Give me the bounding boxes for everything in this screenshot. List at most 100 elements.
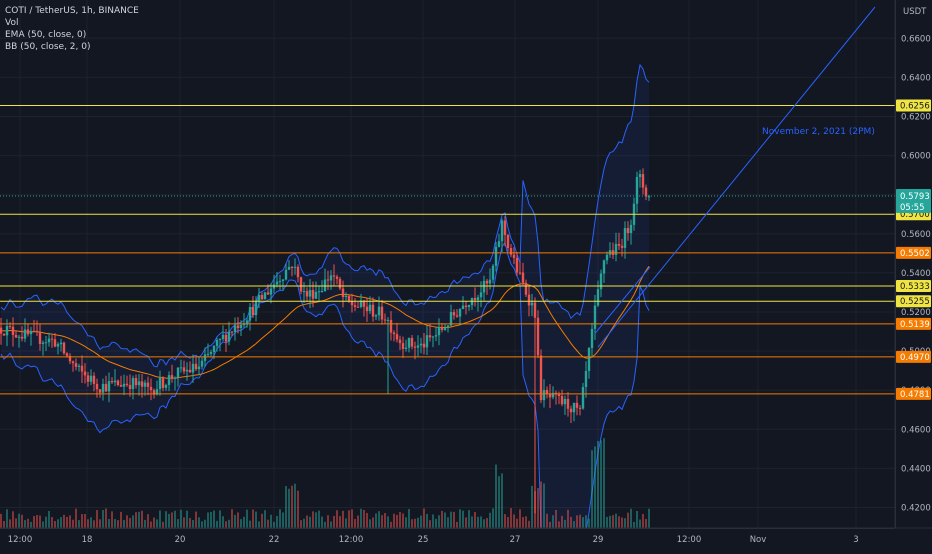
volume-bar — [183, 517, 185, 528]
date-annotation[interactable]: November 2, 2021 (2PM) — [762, 127, 875, 137]
candle-body — [524, 282, 528, 295]
candle-body — [284, 269, 288, 280]
volume-bar — [564, 519, 566, 528]
time-tick-label: 18 — [82, 535, 93, 545]
candle-body — [212, 345, 216, 352]
volume-bar — [453, 511, 455, 528]
volume-bar — [630, 508, 632, 528]
volume-bar — [96, 510, 98, 528]
volume-bar — [528, 520, 530, 528]
volume-bar — [465, 517, 467, 528]
volume-bar — [321, 516, 323, 528]
volume-bar — [228, 519, 230, 528]
volume-bar — [549, 521, 551, 528]
bollinger-upper-line — [0, 63, 650, 368]
candle-body — [176, 367, 180, 378]
candle-body — [11, 326, 15, 335]
candle-body — [80, 365, 84, 372]
candle-body — [503, 220, 507, 235]
price-axis-bg — [895, 0, 932, 528]
volume-bar — [24, 520, 26, 528]
volume-bar — [84, 514, 86, 528]
volume-bar — [222, 516, 224, 528]
level-tag-label: 0.5700 — [900, 210, 930, 220]
candle-body — [86, 375, 90, 382]
candle-body — [467, 305, 471, 307]
candle-body — [485, 280, 489, 284]
price-tick-label: 0.5200 — [901, 308, 931, 318]
candle-body — [44, 342, 48, 344]
volume-bar — [396, 514, 398, 528]
volume-bar — [294, 483, 296, 528]
candle-body — [29, 330, 33, 335]
price-axis[interactable] — [895, 0, 932, 528]
volume-bar — [579, 514, 581, 528]
candle-body — [395, 334, 399, 340]
candle-body — [629, 224, 633, 234]
candle-body — [638, 174, 642, 178]
candle-body — [209, 351, 213, 354]
candle-body — [110, 381, 114, 383]
candle-body — [263, 292, 267, 300]
volume-bar — [573, 521, 575, 528]
candle-body — [173, 377, 177, 379]
volume-bar — [198, 517, 200, 528]
bb-indicator-label[interactable]: BB (50, close, 2, 0) — [5, 42, 91, 52]
volume-bar — [561, 515, 563, 528]
candle-body — [500, 220, 504, 242]
candle-body — [410, 337, 414, 347]
candle-body — [401, 343, 405, 350]
volume-bar — [3, 521, 5, 528]
volume-bar — [474, 512, 476, 528]
candle-body — [569, 408, 573, 413]
symbol-title[interactable]: COTI / TetherUS, 1h, BINANCE — [5, 6, 139, 16]
candle-body — [320, 290, 324, 292]
volume-bar — [333, 516, 335, 528]
volume-bar — [324, 521, 326, 528]
volume-bar — [234, 514, 236, 528]
volume-bar — [126, 515, 128, 528]
candle-body — [479, 292, 483, 298]
price-tick-label: 0.6200 — [901, 112, 931, 122]
candle-body — [521, 272, 525, 283]
volume-bar — [201, 521, 203, 528]
candle-body — [557, 394, 561, 397]
candle-body — [347, 295, 351, 302]
volume-bar — [54, 521, 56, 528]
candle-body — [74, 363, 78, 367]
volume-indicator-label[interactable]: Vol — [5, 18, 19, 28]
time-axis-bg — [0, 528, 932, 550]
ema-indicator-label[interactable]: EMA (50, close, 0) — [5, 30, 87, 40]
volume-bar — [345, 518, 347, 528]
ascending-trendline[interactable] — [597, 6, 876, 348]
level-tag-bg — [896, 317, 931, 330]
volume-bar — [468, 510, 470, 528]
candle-body — [281, 279, 285, 281]
volume-bar — [138, 511, 140, 528]
time-axis[interactable] — [0, 528, 895, 551]
volume-bar — [315, 512, 317, 528]
volume-bar — [213, 510, 215, 528]
volume-bar — [288, 488, 290, 528]
volume-bar — [102, 510, 104, 528]
volume-bar — [297, 490, 299, 528]
candle-body — [404, 347, 408, 350]
time-tick-label: 12:00 — [677, 535, 702, 545]
inner-trendline[interactable] — [594, 266, 651, 334]
candle-body — [308, 290, 312, 297]
candle-body — [413, 346, 417, 348]
volume-bar — [567, 509, 569, 528]
volume-bar — [600, 440, 602, 528]
volume-bar — [621, 517, 623, 528]
candle-body — [443, 328, 447, 330]
volume-bar — [537, 488, 539, 528]
ema-line — [0, 265, 650, 379]
volume-bar — [99, 519, 101, 528]
volume-bar — [414, 518, 416, 528]
volume-bar — [9, 519, 11, 528]
candle-body — [287, 266, 291, 270]
candle-body — [23, 329, 27, 339]
volume-bar — [558, 521, 560, 528]
